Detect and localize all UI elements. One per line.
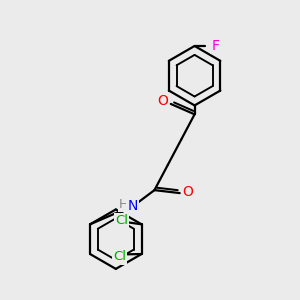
Text: H: H	[118, 199, 128, 212]
Text: Cl: Cl	[113, 250, 126, 263]
Text: N: N	[128, 199, 138, 213]
Text: Cl: Cl	[115, 214, 128, 227]
Text: O: O	[157, 94, 168, 108]
Text: F: F	[212, 39, 219, 53]
Text: O: O	[183, 184, 194, 199]
